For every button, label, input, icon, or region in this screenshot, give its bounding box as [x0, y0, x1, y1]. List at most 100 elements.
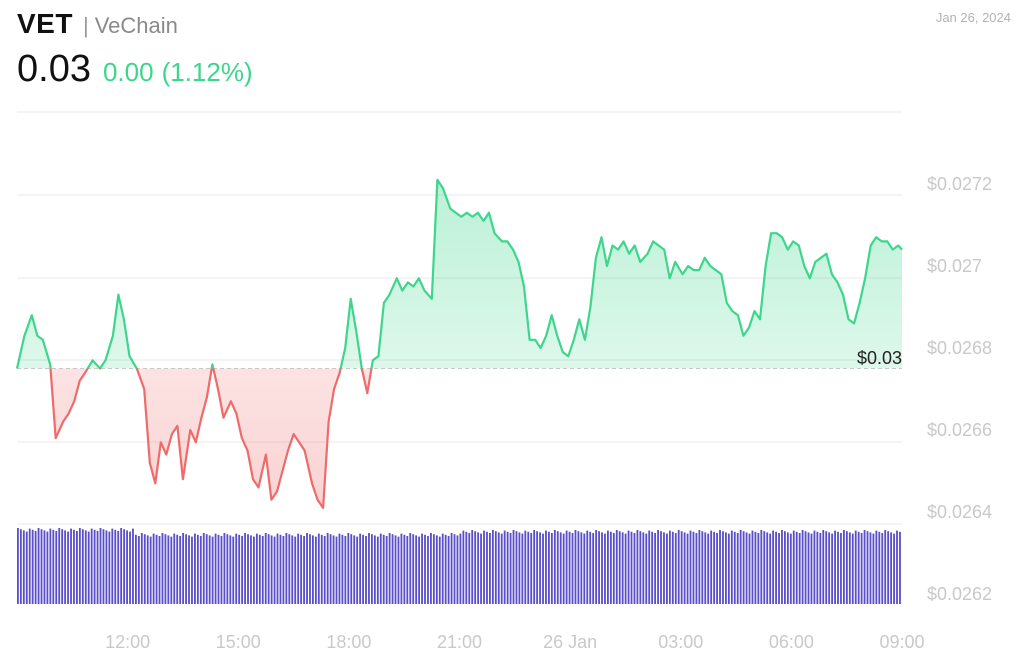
- volume-bar: [775, 531, 777, 604]
- volume-bar: [19, 529, 22, 604]
- volume-bar: [486, 531, 488, 604]
- volume-bar: [509, 533, 512, 604]
- volume-bar: [745, 532, 748, 604]
- volume-bar: [710, 530, 713, 604]
- volume-bar: [282, 536, 285, 604]
- volume-bar: [828, 532, 831, 604]
- volume-bar: [860, 533, 863, 604]
- volume-bar: [807, 532, 810, 604]
- volume-bar: [545, 530, 547, 604]
- volume-bar: [816, 531, 819, 604]
- volume-bar: [306, 533, 308, 604]
- volume-bar: [789, 533, 792, 604]
- volume-bar: [512, 530, 515, 604]
- volume-bar: [232, 536, 235, 604]
- volume-bar: [37, 528, 40, 604]
- y-tick-label: $0.0264: [927, 502, 992, 522]
- volume-bar: [660, 531, 662, 604]
- volume-bar: [863, 530, 866, 604]
- volume-bar: [111, 528, 114, 604]
- volume-bar: [388, 533, 391, 604]
- volume-bar: [453, 534, 456, 604]
- volume-bar: [778, 533, 780, 604]
- volume-bar: [167, 535, 170, 604]
- volume-bar: [521, 533, 524, 604]
- volume-bar: [347, 533, 350, 604]
- volume-bar: [751, 530, 754, 604]
- volume-bar: [76, 531, 78, 604]
- volume-bar: [822, 530, 825, 604]
- volume-bar: [468, 533, 471, 604]
- volume-bar: [182, 533, 185, 604]
- volume-bar: [276, 533, 279, 604]
- volume-bar: [851, 533, 854, 604]
- volume-bar: [432, 534, 435, 604]
- volume-bar: [580, 532, 583, 604]
- volume-bar: [317, 533, 320, 604]
- volume-bar: [250, 535, 252, 604]
- volume-bar: [630, 531, 633, 604]
- volume-bar: [500, 533, 503, 604]
- volume-bar: [801, 530, 804, 604]
- volume-bar: [40, 529, 43, 604]
- volume-bar: [654, 533, 657, 604]
- x-tick-label: 18:00: [326, 632, 371, 652]
- volume-bar: [719, 530, 721, 604]
- volume-bar: [819, 533, 822, 604]
- volume-bar: [376, 536, 379, 604]
- volume-bar: [46, 531, 49, 604]
- volume-bar: [435, 535, 438, 604]
- volume-bar: [645, 533, 648, 604]
- volume-bar: [235, 533, 238, 604]
- current-price: 0.03: [17, 48, 91, 90]
- volume-bar: [798, 533, 801, 604]
- volume-bar: [444, 534, 447, 604]
- volume-bar: [666, 533, 668, 604]
- volume-bar: [323, 536, 326, 604]
- volume-bar: [135, 534, 137, 604]
- volume-bar: [155, 534, 158, 604]
- ticker-symbol: VET: [17, 8, 73, 39]
- volume-bar: [320, 534, 323, 604]
- volume-bar: [93, 529, 96, 604]
- volume-bar: [158, 536, 161, 604]
- volume-bar: [114, 529, 117, 604]
- volume-bar: [415, 535, 418, 604]
- volume-bar: [565, 530, 568, 604]
- volume-bar: [185, 534, 187, 604]
- volume-bar: [264, 533, 267, 604]
- volume-bar: [748, 533, 751, 604]
- volume-bar: [857, 531, 860, 604]
- volume-bar: [400, 533, 403, 604]
- y-tick-label: $0.0262: [927, 584, 992, 604]
- volume-bar: [689, 530, 692, 604]
- y-tick-label: $0.027: [927, 256, 982, 276]
- volume-bar: [601, 532, 603, 604]
- volume-bar: [28, 528, 31, 604]
- volume-bar: [494, 531, 497, 604]
- volume-bar: [607, 530, 609, 604]
- volume-bar: [226, 534, 229, 604]
- x-tick-label: 09:00: [879, 632, 924, 652]
- volume-bar: [61, 529, 64, 604]
- volume-bar: [574, 530, 577, 604]
- price-area: [17, 179, 902, 508]
- volume-bar: [686, 533, 689, 604]
- volume-bar: [722, 531, 724, 604]
- volume-bar: [592, 533, 595, 604]
- volume-bar: [866, 531, 869, 604]
- volume-bar: [253, 536, 255, 604]
- volume-bar: [179, 536, 182, 604]
- volume-bar: [161, 533, 164, 604]
- volume-bar: [539, 532, 541, 604]
- y-tick-label: $0.0266: [927, 420, 992, 440]
- volume-bar: [117, 531, 120, 604]
- volume-bar: [586, 530, 589, 604]
- volume-bar: [887, 531, 890, 604]
- y-axis-labels: $0.0272 $0.027 $0.0268 $0.0266 $0.0264 $0.026…: [927, 174, 992, 604]
- volume-bar: [105, 530, 108, 604]
- volume-bar: [362, 534, 364, 604]
- volume-bar: [884, 530, 887, 604]
- volume-bar: [772, 530, 775, 604]
